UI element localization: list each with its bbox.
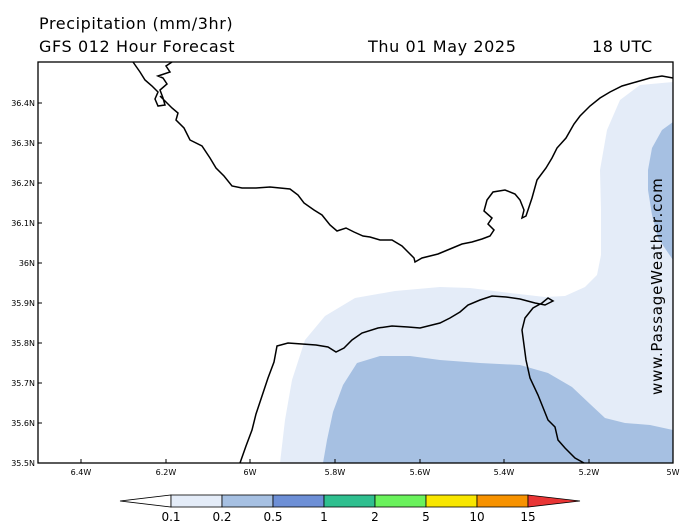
legend-label: 0.1: [161, 510, 180, 524]
legend-label: 0.5: [263, 510, 282, 524]
legend-swatch: [374, 494, 427, 508]
longitude-axis: 6.4W 6.2W 6W 5.8W 5.6W 5.4W 5.2W 5W: [71, 459, 680, 477]
lon-tick-label: 5.2W: [579, 468, 600, 477]
forecast-model-label: GFS 012 Hour Forecast: [39, 37, 236, 56]
lat-tick-label: 36.1N: [11, 219, 35, 228]
forecast-date: Thu 01 May 2025: [368, 37, 517, 56]
lat-tick-label: 36.3N: [11, 139, 35, 148]
lat-tick-label: 36.4N: [11, 99, 35, 108]
precip-area-0-2: [323, 356, 673, 463]
forecast-time: 18 UTC: [592, 37, 653, 56]
legend-swatch: [221, 494, 274, 508]
precip-area-0-2-east: [648, 122, 673, 260]
lon-tick-label: 5.4W: [494, 468, 515, 477]
legend-swatch: [170, 494, 223, 508]
legend-label: 2: [371, 510, 379, 524]
lat-tick-label: 35.7N: [11, 379, 35, 388]
legend-swatch-above-max: [527, 494, 581, 508]
lat-tick-label: 36N: [19, 259, 35, 268]
legend-label: 1: [320, 510, 328, 524]
legend-label: 5: [422, 510, 430, 524]
lon-tick-label: 6W: [244, 468, 257, 477]
legend-swatch: [323, 494, 376, 508]
lon-tick-label: 5W: [667, 468, 680, 477]
precipitation-legend: 0.1 0.2 0.5 1 2 5 10 15: [119, 494, 581, 524]
map-title: Precipitation (mm/3hr): [39, 14, 234, 33]
legend-swatch-below-min: [119, 494, 172, 508]
lon-tick-label: 5.6W: [410, 468, 431, 477]
lat-tick-label: 35.6N: [11, 419, 35, 428]
legend-swatch: [425, 494, 478, 508]
legend-label: 15: [520, 510, 535, 524]
website-credit: www.PassageWeather.com: [648, 177, 666, 395]
lon-tick-label: 5.8W: [325, 468, 346, 477]
lon-tick-label: 6.2W: [156, 468, 177, 477]
lat-tick-label: 35.9N: [11, 299, 35, 308]
lat-tick-label: 35.5N: [11, 459, 35, 468]
legend-swatch: [476, 494, 529, 508]
legend-swatch: [272, 494, 325, 508]
lat-tick-label: 36.2N: [11, 179, 35, 188]
coastline-south: [239, 295, 585, 464]
coastline-north: [132, 61, 674, 264]
lon-tick-label: 6.4W: [71, 468, 92, 477]
legend-label: 0.2: [212, 510, 231, 524]
latitude-axis: 36.4N 36.3N 36.2N 36.1N 36N 35.9N 35.8N 35.7N 35…: [11, 99, 42, 468]
legend-label: 10: [469, 510, 484, 524]
lat-tick-label: 35.8N: [11, 339, 35, 348]
